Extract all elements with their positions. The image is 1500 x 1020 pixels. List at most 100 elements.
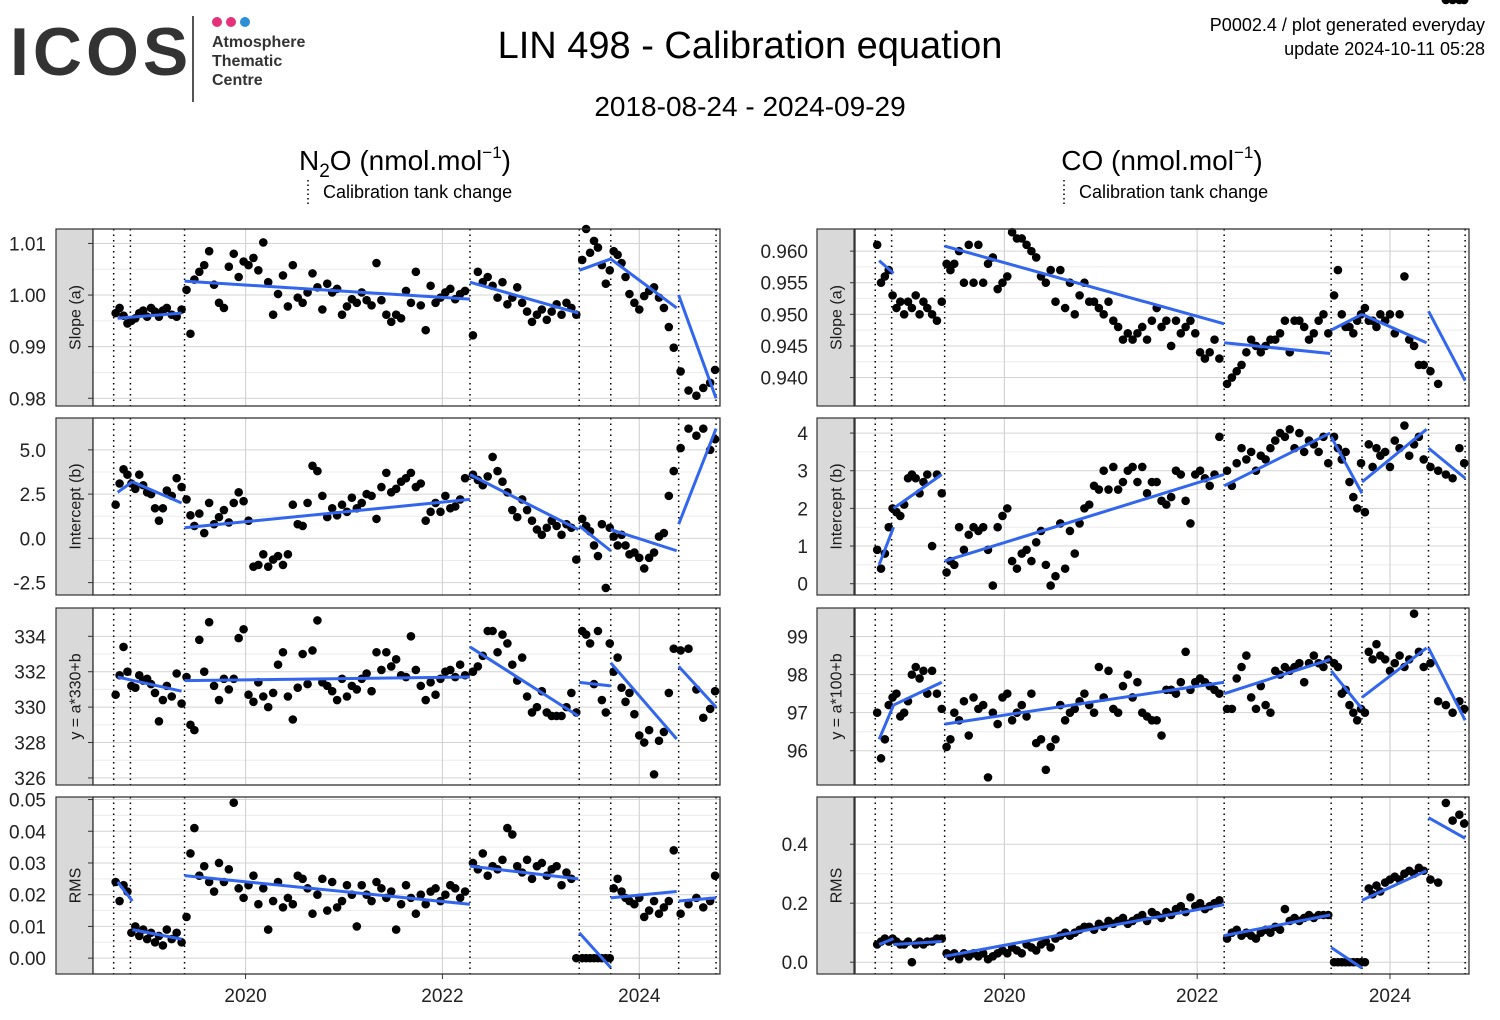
data-point bbox=[1205, 347, 1215, 357]
data-point bbox=[396, 313, 406, 323]
data-point bbox=[1251, 704, 1261, 714]
data-point bbox=[1309, 651, 1319, 660]
y-tick-label: 0.950 bbox=[760, 305, 808, 326]
species-subscript: 2 bbox=[319, 161, 330, 182]
data-point bbox=[1441, 470, 1451, 479]
x-tick-label: 2024 bbox=[618, 986, 661, 1007]
data-point bbox=[1441, 700, 1451, 710]
data-point bbox=[1426, 875, 1435, 884]
data-point bbox=[880, 735, 890, 744]
data-point bbox=[1352, 715, 1362, 725]
data-point bbox=[1329, 291, 1339, 300]
data-point bbox=[283, 893, 293, 903]
data-point bbox=[669, 644, 679, 654]
unit-text: (nmol.mol bbox=[1103, 145, 1234, 176]
data-point bbox=[382, 468, 391, 478]
data-point bbox=[426, 507, 435, 517]
data-point bbox=[1360, 303, 1370, 313]
data-point bbox=[352, 685, 362, 694]
panel-strip-label: Intercept (b) bbox=[829, 463, 846, 549]
data-point bbox=[313, 616, 322, 625]
data-point bbox=[1002, 689, 1012, 698]
data-point bbox=[421, 899, 430, 909]
data-point bbox=[195, 635, 204, 645]
fit-line bbox=[578, 524, 612, 552]
data-point bbox=[1027, 556, 1036, 566]
y-tick-label: 330 bbox=[14, 698, 46, 719]
fit-line bbox=[184, 279, 471, 301]
data-point bbox=[337, 500, 347, 510]
data-point bbox=[937, 297, 947, 306]
data-point bbox=[1227, 373, 1237, 382]
data-point bbox=[377, 884, 386, 893]
data-point bbox=[249, 253, 258, 263]
y-tick-label: 0 bbox=[797, 575, 808, 596]
data-point bbox=[1349, 329, 1358, 338]
data-point bbox=[268, 688, 278, 698]
fit-line bbox=[892, 473, 943, 510]
data-point bbox=[684, 386, 693, 395]
data-point bbox=[1433, 696, 1443, 706]
data-point bbox=[219, 303, 229, 313]
data-point bbox=[946, 735, 955, 744]
data-point bbox=[892, 689, 901, 698]
data-point bbox=[362, 669, 371, 678]
data-point bbox=[1242, 455, 1251, 464]
data-point bbox=[872, 708, 882, 717]
data-point bbox=[1186, 316, 1195, 325]
data-point bbox=[244, 260, 253, 270]
data-point bbox=[1051, 297, 1060, 306]
data-point bbox=[150, 688, 160, 698]
data-point bbox=[1109, 462, 1118, 472]
data-point bbox=[562, 868, 571, 877]
data-point bbox=[455, 660, 465, 669]
panel-1: Slope (a) 0.98 0.99 1.00 1.01 bbox=[9, 224, 721, 410]
fit-line bbox=[677, 294, 718, 399]
fit-line bbox=[117, 675, 182, 693]
data-point bbox=[1176, 677, 1186, 687]
fit-line bbox=[677, 428, 718, 525]
fit-line bbox=[131, 480, 183, 505]
data-point bbox=[195, 509, 204, 518]
data-point bbox=[1166, 341, 1176, 351]
data-point bbox=[1295, 316, 1304, 325]
data-point bbox=[942, 742, 951, 752]
data-point bbox=[998, 278, 1007, 288]
data-point bbox=[460, 286, 470, 296]
data-point bbox=[239, 624, 248, 634]
data-point bbox=[1352, 504, 1362, 513]
y-tick-label: 96 bbox=[787, 742, 808, 763]
panel-border bbox=[854, 796, 1470, 975]
data-point bbox=[322, 279, 332, 288]
data-point bbox=[589, 236, 599, 246]
data-point bbox=[1459, 0, 1469, 5]
data-point bbox=[1036, 735, 1046, 744]
data-point bbox=[1210, 335, 1219, 344]
panel-border bbox=[854, 607, 1470, 786]
data-point bbox=[1323, 329, 1333, 338]
data-point bbox=[942, 568, 951, 577]
data-point bbox=[298, 298, 307, 308]
data-point bbox=[411, 665, 421, 675]
unit-text: (nmol.mol bbox=[352, 145, 483, 176]
data-point bbox=[1181, 647, 1190, 657]
data-point bbox=[1215, 689, 1224, 698]
data-point bbox=[162, 303, 172, 313]
data-point bbox=[1261, 700, 1270, 710]
y-tick-label: 98 bbox=[787, 666, 808, 687]
data-point bbox=[876, 278, 886, 288]
data-point bbox=[1232, 458, 1242, 468]
data-point bbox=[988, 708, 998, 717]
fit-line bbox=[1329, 436, 1364, 495]
data-point bbox=[258, 238, 268, 247]
panel-2: Intercept (b) -2.5 0.0 2.5 5.0 bbox=[13, 417, 721, 596]
data-point bbox=[884, 522, 894, 532]
data-point bbox=[503, 823, 512, 833]
y-tick-label: 332 bbox=[14, 663, 46, 684]
data-point bbox=[1162, 500, 1171, 509]
data-point bbox=[455, 893, 465, 903]
panel-background bbox=[93, 229, 720, 406]
data-point bbox=[1123, 329, 1133, 338]
data-point bbox=[483, 272, 493, 282]
data-point bbox=[508, 505, 517, 515]
